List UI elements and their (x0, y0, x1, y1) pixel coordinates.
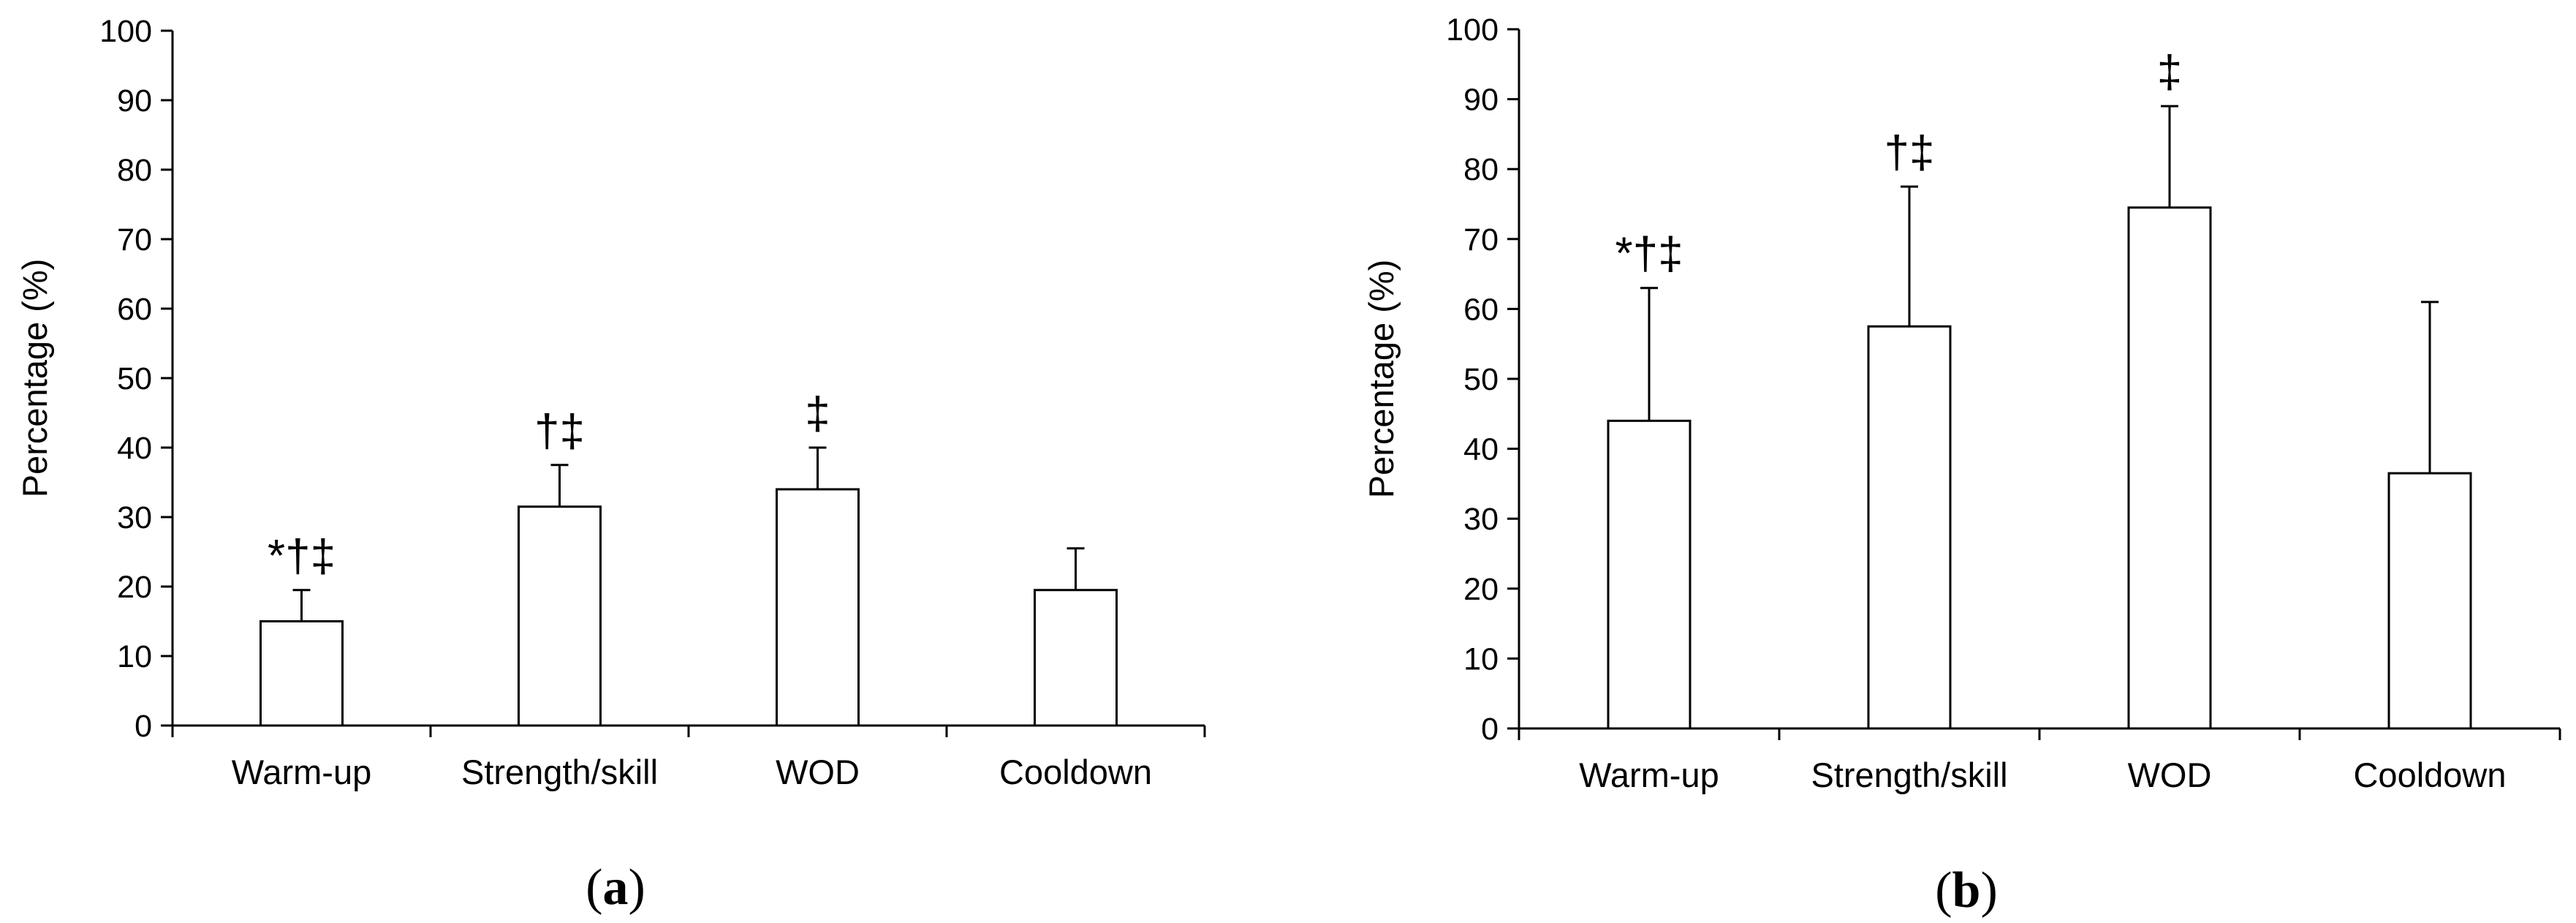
x-category-label: WOD (776, 753, 860, 791)
significance-annotation: †‡ (1884, 127, 1935, 178)
y-tick-label: 80 (1463, 152, 1499, 187)
y-tick-label: 10 (1463, 641, 1499, 677)
panel-label-close-paren: ) (629, 859, 645, 916)
y-tick-label: 60 (117, 292, 152, 327)
y-tick-label: 20 (117, 570, 152, 605)
y-tick-label: 60 (1463, 292, 1499, 327)
bar (2387, 472, 2472, 730)
y-tick-label: 90 (1463, 83, 1499, 118)
y-tick-label: 40 (117, 431, 152, 466)
panel-label-open-paren: ( (1935, 862, 1952, 919)
y-tick-label: 90 (117, 83, 152, 118)
y-tick-label: 30 (117, 500, 152, 535)
bar (1867, 325, 1952, 730)
y-tick-label: 50 (1463, 362, 1499, 397)
bar (776, 488, 860, 727)
y-tick-label: 0 (135, 709, 152, 744)
y-tick-label: 40 (1463, 432, 1499, 467)
y-tick-label: 100 (99, 14, 152, 49)
bar (1607, 419, 1692, 730)
y-tick-label: 20 (1463, 572, 1499, 607)
y-tick-label: 70 (1463, 222, 1499, 257)
significance-annotation: *†‡ (268, 531, 336, 581)
significance-annotation: ‡ (2157, 47, 2182, 97)
x-category-label: Warm-up (232, 753, 372, 791)
x-category-label: WOD (2128, 756, 2212, 794)
bar (260, 620, 344, 727)
y-tick-label: 0 (1481, 712, 1499, 747)
y-axis-title: Percentage (%) (1362, 260, 1401, 499)
x-category-label: Strength/skill (1811, 756, 2007, 794)
panel-label: (a) (586, 859, 645, 916)
bar (2127, 206, 2212, 730)
y-axis-title: Percentage (%) (15, 259, 54, 498)
panel-label: (b) (1935, 862, 1998, 919)
y-tick-label: 80 (117, 153, 152, 188)
y-tick-label: 10 (117, 639, 152, 674)
y-tick-label: 70 (117, 222, 152, 257)
bar (1034, 589, 1118, 727)
significance-annotation: †‡ (534, 406, 585, 456)
y-tick-label: 30 (1463, 502, 1499, 537)
x-category-label: Cooldown (999, 753, 1152, 791)
chart-panel-a: 0 10 20 30 40 50 60 70 80 90 100 Percentage (%) *†‡ W… (15, 14, 1206, 916)
x-category-label: Warm-up (1579, 756, 1719, 794)
panel-label-letter: a (603, 859, 629, 916)
bar (518, 505, 602, 727)
panel-label-open-paren: ( (586, 859, 602, 916)
chart-panel-b: 0 10 20 30 40 50 60 70 80 90 100 Percentage (%) *†‡ W… (1362, 12, 2561, 919)
panel-label-close-paren: ) (1980, 862, 1997, 919)
x-category-label: Cooldown (2353, 756, 2506, 794)
x-category-label: Strength/skill (461, 753, 658, 791)
y-tick-label: 100 (1446, 12, 1499, 48)
significance-annotation: *†‡ (1615, 229, 1683, 279)
panel-label-letter: b (1952, 862, 1981, 919)
y-tick-label: 50 (117, 361, 152, 396)
significance-annotation: ‡ (805, 388, 830, 439)
